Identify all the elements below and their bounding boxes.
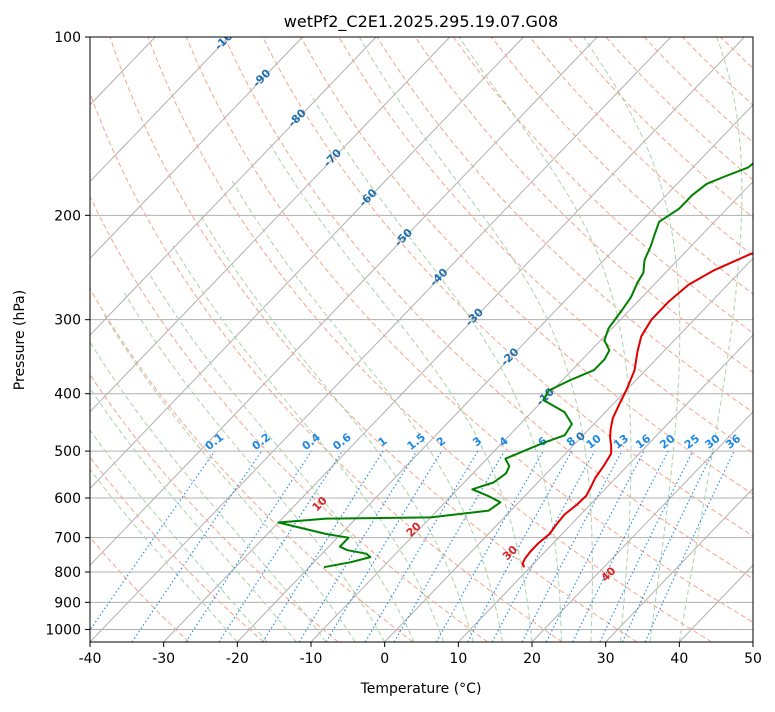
x-tick-label: -40 <box>79 651 102 667</box>
moist-adiabat-line <box>584 37 680 642</box>
mixing-ratio-label: 0.2 <box>250 431 273 453</box>
dry-adiabat-line <box>721 37 775 642</box>
isotherm-label: -100 <box>212 24 241 53</box>
isotherm-line <box>164 37 745 642</box>
mixing-ratio-line <box>365 451 478 642</box>
moist-adiabat-line <box>124 293 385 642</box>
mixing-ratio-label: 1 <box>376 434 390 449</box>
isotherm-line <box>90 37 671 642</box>
isotherm-line <box>0 37 229 642</box>
isotherm-line <box>679 37 775 642</box>
mixing-ratio-line <box>468 451 572 642</box>
x-tick-label: -10 <box>300 651 323 667</box>
y-tick-label: 700 <box>54 531 81 547</box>
dry-adiabat-line <box>492 37 775 642</box>
dry-adiabat-label: 40 <box>598 564 618 584</box>
isotherm-line <box>0 37 450 642</box>
mixing-ratio-label: 25 <box>682 432 702 452</box>
y-tick-label: 300 <box>54 313 81 329</box>
x-tick-label: 0 <box>380 651 389 667</box>
mixing-ratio-line <box>132 451 262 642</box>
isotherm-line <box>385 37 775 642</box>
mixing-ratio-line <box>522 451 622 642</box>
x-tick-label: 30 <box>597 651 615 667</box>
dry-adiabat-line <box>415 37 775 642</box>
x-tick-label: -30 <box>152 651 175 667</box>
mixing-ratio-line <box>645 451 734 642</box>
mixing-ratio-label: 0.1 <box>203 431 226 453</box>
mixing-ratio-line <box>394 451 504 642</box>
dry-adiabat-line <box>110 37 637 642</box>
mixing-ratio-line <box>326 451 442 642</box>
dry-adiabat-line <box>682 37 775 642</box>
isotherm-line <box>532 37 775 642</box>
plot-frame <box>90 37 753 642</box>
x-tick-label: -20 <box>226 651 249 667</box>
mixing-ratio-line <box>219 451 343 642</box>
isotherm-label: -90 <box>250 66 273 89</box>
isotherm-label: -40 <box>427 266 450 289</box>
y-tick-label: 400 <box>54 387 81 403</box>
y-tick-label: 600 <box>54 491 81 507</box>
x-tick-label: 20 <box>523 651 541 667</box>
mixing-ratio-label: 36 <box>723 432 743 452</box>
moist-adiabat-line <box>269 141 533 642</box>
chart-title: wetPf2_C2E1.2025.295.19.07.G08 <box>284 12 558 32</box>
moist-adiabat-line <box>359 37 592 642</box>
dry-adiabat-line <box>568 37 775 642</box>
isotherm-line <box>0 37 302 642</box>
x-axis-label: Temperature (°C) <box>360 681 482 697</box>
mixing-ratio-line <box>82 451 215 642</box>
dry-adiabat-line <box>34 37 488 642</box>
x-tick-label: 40 <box>670 651 688 667</box>
y-tick-label: 500 <box>54 444 81 460</box>
y-tick-label: 200 <box>54 208 81 224</box>
isotherm-line <box>0 37 523 642</box>
moist-adiabat-line <box>679 37 742 642</box>
moist-adiabat-line <box>86 336 325 642</box>
isotherm-line <box>606 37 775 642</box>
dry-adiabat-line <box>186 37 775 642</box>
mixing-ratio-line <box>263 451 383 642</box>
x-tick-label: 10 <box>449 651 467 667</box>
isotherm-line <box>0 37 8 642</box>
moist-adiabat-line <box>105 315 356 642</box>
isotherm-line <box>753 37 775 642</box>
mixing-ratio-label: 30 <box>703 432 723 452</box>
dry-adiabat-line <box>606 37 775 642</box>
mixing-ratio-label: 16 <box>633 432 653 452</box>
dewpoint-profile-line <box>278 37 775 567</box>
mixing-ratio-label: 2 <box>434 434 448 449</box>
y-tick-label: 1000 <box>45 622 81 638</box>
mixing-ratio-label: 0.6 <box>330 430 354 452</box>
y-tick-label: 800 <box>54 565 81 581</box>
x-tick-label: 50 <box>744 651 762 667</box>
dry-adiabat-line <box>0 37 189 642</box>
mixing-ratio-line <box>299 451 417 642</box>
y-tick-label: 100 <box>54 30 81 46</box>
dry-adiabat-line <box>0 37 263 642</box>
mixing-ratio-label: 13 <box>611 432 631 452</box>
mixing-ratio-label: 0.4 <box>300 430 324 452</box>
mixing-ratio-label: 1.5 <box>405 431 428 453</box>
y-axis-label: Pressure (hPa) <box>12 290 28 390</box>
y-tick-label: 900 <box>54 595 81 611</box>
mixing-ratio-line <box>436 451 543 642</box>
dry-adiabat-line <box>759 37 775 642</box>
mixing-ratio-label: 10 <box>584 432 604 452</box>
